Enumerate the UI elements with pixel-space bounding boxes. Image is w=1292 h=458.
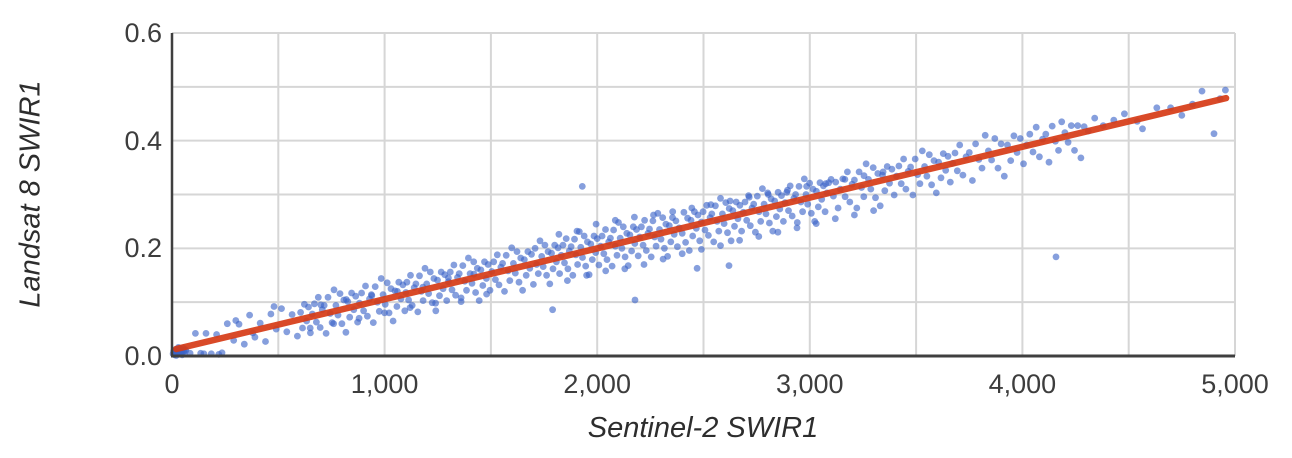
y-tick-label: 0.4	[124, 125, 162, 156]
x-tick-label: 2,000	[563, 369, 631, 399]
axis-lines	[170, 33, 1235, 358]
y-tick-label: 0.0	[124, 341, 162, 371]
y-tick-label: 0.2	[124, 233, 162, 264]
x-tick-label: 3,000	[776, 369, 844, 399]
y-axis-title: Landsat 8 SWIR1	[14, 80, 47, 308]
trendline	[173, 94, 1230, 353]
x-tick-label: 5,000	[1201, 369, 1269, 399]
x-tick-label: 4,000	[988, 369, 1057, 399]
x-tick-label: 1,000	[350, 369, 419, 399]
gridlines	[171, 32, 1236, 357]
x-axis-title: Sentinel-2 SWIR1	[587, 412, 819, 444]
x-tick-label: 0	[164, 369, 180, 399]
y-tick-label: 0.6	[124, 18, 162, 48]
